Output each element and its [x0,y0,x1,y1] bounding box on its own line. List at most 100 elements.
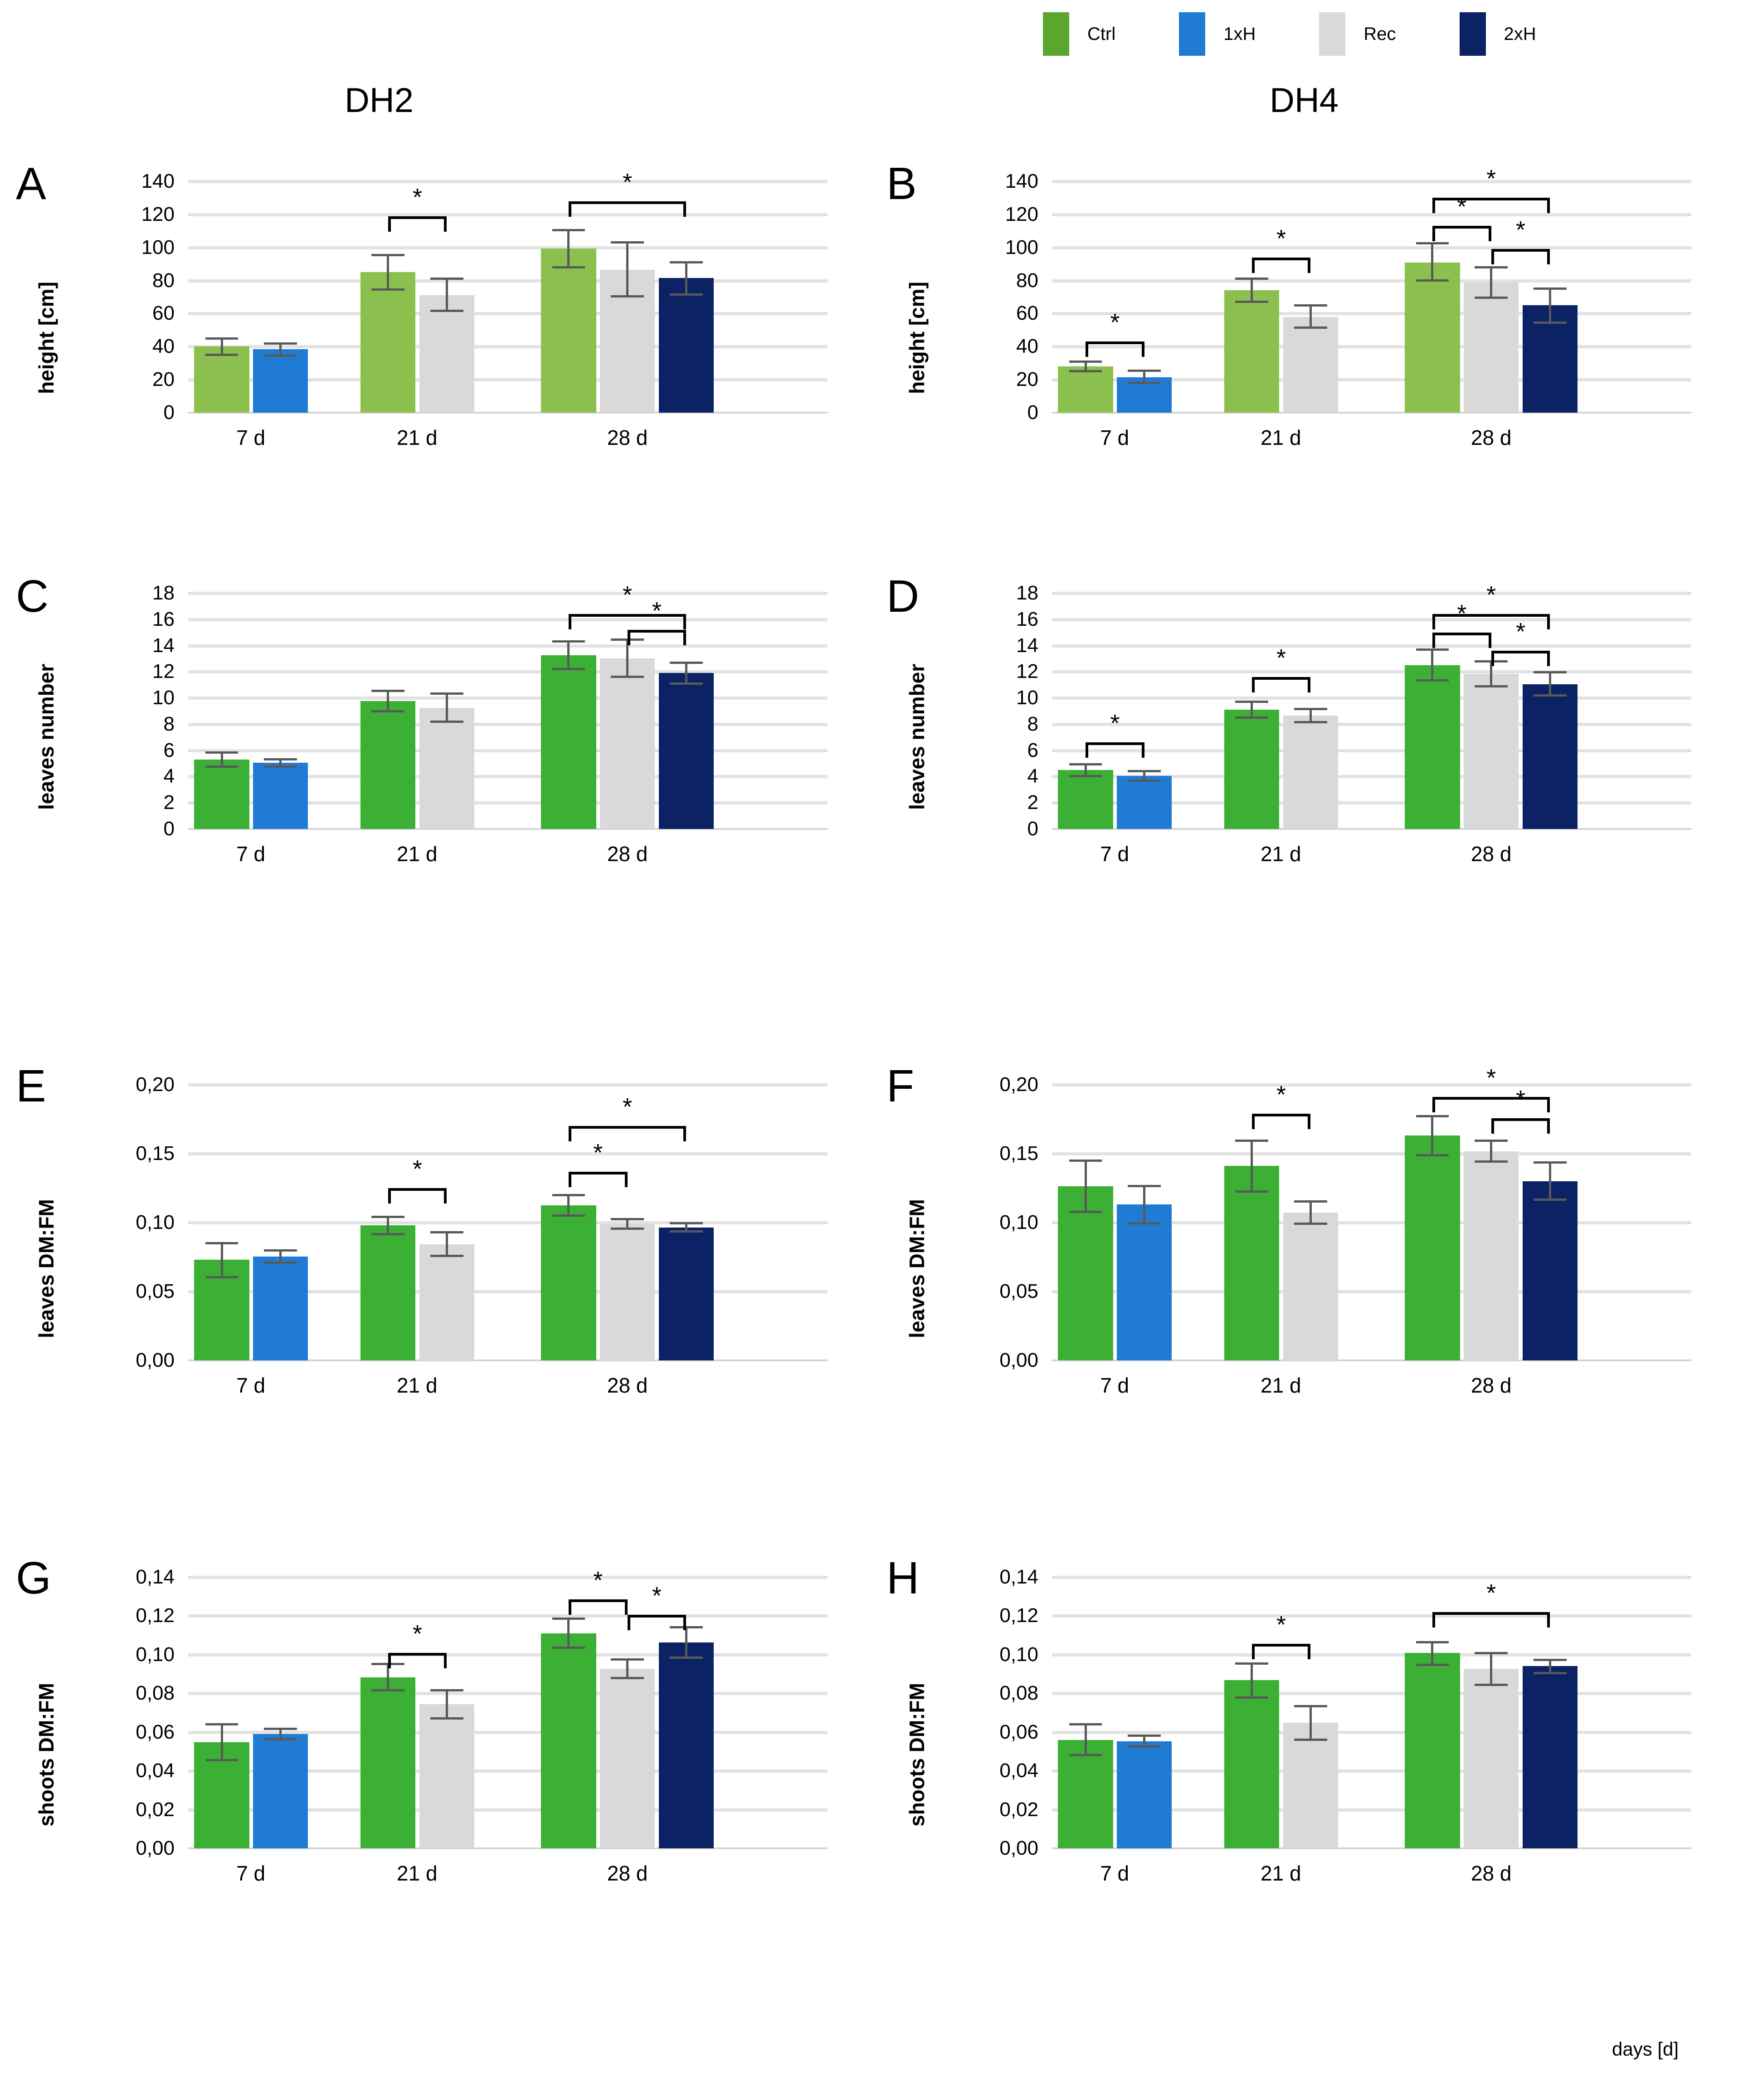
error-bar-cap [1069,1160,1102,1162]
gridline [1052,1730,1691,1734]
error-bar-cap [1069,370,1102,373]
y-tick-label: 6 [1027,739,1038,761]
bracket-right-tick [624,1599,628,1615]
error-bar [626,1659,629,1678]
bracket-left-tick [1086,341,1089,357]
gridline [188,345,828,349]
bracket-right-tick [1547,651,1550,667]
error-bar-cap [1416,679,1449,682]
y-tick-label: 0,15 [999,1142,1038,1165]
significance-asterisk: * [412,183,422,211]
error-bar [387,1664,390,1691]
error-bar-cap [552,1214,585,1217]
error-bar-cap [430,720,463,723]
gridline [1052,1808,1691,1812]
error-bar-cap [1534,1671,1567,1674]
significance-asterisk: * [1276,1611,1286,1639]
y-tick-label: 100 [141,236,175,258]
significance-asterisk: * [1276,224,1286,252]
error-bar-cap [1416,1154,1449,1156]
significance-asterisk: * [1110,710,1120,737]
significance-bracket [1251,677,1311,692]
error-bar-cap [430,1717,463,1720]
bar-a-7d-ctrl [194,346,249,413]
significance-asterisk: * [623,1093,633,1121]
y-tick-label: 60 [1016,302,1038,325]
bracket-top [1432,226,1491,229]
significance-asterisk: * [623,168,633,196]
x-tick-label: 7 d [236,426,266,449]
gridline [1052,1653,1691,1657]
error-bar [1431,649,1434,681]
significance-bracket [388,1188,447,1203]
x-tick-label: 21 d [397,426,438,449]
bracket-left-tick [388,216,391,232]
panel-letter-d: D [886,571,920,622]
bracket-top [568,201,687,204]
error-bar-cap [205,1242,239,1245]
legend-swatch-icon [1319,12,1346,56]
y-tick-label: 80 [1016,269,1038,292]
gridline [1052,1083,1691,1087]
significance-bracket [568,614,687,630]
bracket-left-tick [1086,742,1089,758]
gridline [1052,749,1691,752]
error-bar-cap [552,640,585,643]
error-bar-cap [1128,1184,1161,1187]
bracket-left-tick [1432,614,1435,630]
error-bar-cap [430,1255,463,1257]
error-bar-cap [611,676,644,678]
bracket-left-tick [1251,257,1255,273]
bracket-top [1432,632,1491,635]
axis-baseline [1052,1359,1691,1361]
bar-e-21d-rec [419,1244,474,1360]
gridline [1052,670,1691,674]
panel-letter-e: E [16,1061,46,1111]
gridline [1052,279,1691,283]
panel-letter-a: A [16,158,46,209]
gridline [188,1221,828,1224]
error-bar-cap [1475,1140,1508,1142]
x-tick-label: 28 d [607,1861,648,1885]
bracket-left-tick [568,1171,571,1187]
bar-e-28d-rec [600,1224,655,1360]
x-tick-label: 7 d [236,1861,266,1885]
y-tick-label: 0,10 [999,1643,1038,1666]
error-bar-cap [430,1689,463,1692]
bracket-top [1251,1113,1311,1116]
y-tick-label: 0,00 [999,1837,1038,1859]
error-bar-cap [1128,369,1161,372]
y-tick-label: 8 [1027,712,1038,735]
legend-label: 2xH [1504,24,1536,44]
gridline [1052,345,1691,349]
error-bar [1309,305,1312,328]
bracket-right-tick [1308,1113,1311,1129]
error-bar-cap [670,682,703,685]
bar-b-21d-rec [1283,317,1338,413]
bracket-left-tick [568,1599,571,1615]
bracket-left-tick [568,1126,571,1142]
error-bar [1084,1724,1087,1755]
error-bar [1431,243,1434,281]
error-bar-cap [1475,685,1508,687]
bar-f-21d-rec [1283,1212,1338,1360]
legend-swatch-icon [1179,12,1206,56]
y-tick-label: 18 [1016,582,1038,604]
bracket-left-tick [1432,226,1435,242]
error-bar-cap [611,295,644,297]
bracket-top [1432,1612,1550,1615]
error-bar [1084,361,1087,371]
bracket-left-tick [1491,249,1494,265]
y-tick-label: 0,08 [136,1682,175,1705]
significance-bracket [568,201,687,217]
bracket-top [1432,1097,1550,1100]
error-bar-cap [264,342,297,345]
bar-b-28d-rec [1464,282,1519,413]
error-bar [685,663,687,684]
bar-f-7d-1xh [1117,1204,1172,1360]
error-bar [1084,1160,1087,1212]
bracket-right-tick [683,201,687,217]
